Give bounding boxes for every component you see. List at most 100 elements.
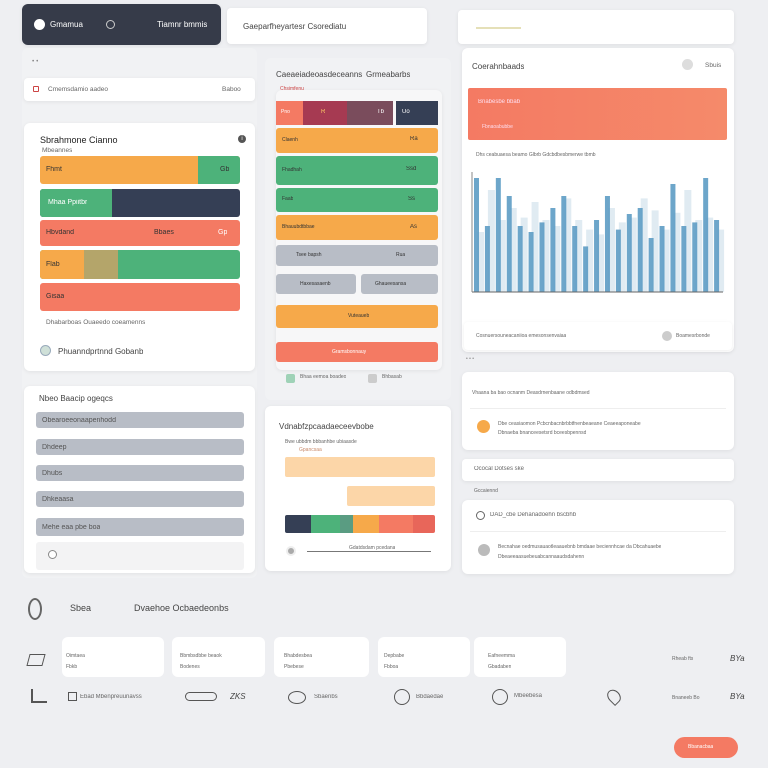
chart-bar bbox=[477, 232, 484, 292]
kpi-bar-2[interactable]: Fhadhah Ssd bbox=[276, 156, 438, 185]
form-textarea[interactable] bbox=[36, 542, 244, 570]
bottom-card-1[interactable]: Oimtaea Fbkb bbox=[62, 637, 164, 677]
stack-footnote: Dhabarboas Ouaeedo coeamenns bbox=[46, 319, 146, 326]
chart-bar bbox=[692, 222, 698, 292]
bottom-card-2[interactable]: Bbmbsdbbe beaok Bodenes bbox=[172, 637, 265, 677]
chart-footer-right[interactable]: Boamesrbonde bbox=[676, 333, 710, 339]
chart-bar bbox=[673, 212, 681, 292]
chart-bar bbox=[714, 220, 720, 292]
split-button-left-label: Haxesasaenb bbox=[300, 281, 331, 287]
chart-banner[interactable]: Bnabesbe bbab Fbnaoabubbe bbox=[468, 88, 727, 140]
top-cell-4[interactable]: Uo bbox=[396, 101, 438, 125]
bag-icon bbox=[492, 689, 508, 705]
toggle-icon[interactable] bbox=[682, 59, 693, 70]
bottom-card-4-title: Depbabe bbox=[384, 653, 405, 659]
form-field-4-value: Dhkeaasa bbox=[42, 496, 74, 503]
info-icon[interactable]: i bbox=[238, 135, 246, 143]
legend-label-2: Bhbasab bbox=[382, 374, 402, 380]
segment-1 bbox=[285, 515, 311, 533]
chart-bar bbox=[506, 196, 512, 292]
bottom-card-5[interactable]: Eafneemma Gbadaben bbox=[474, 637, 566, 677]
chart-bar bbox=[474, 178, 479, 292]
chat-icon bbox=[288, 691, 306, 704]
avatar[interactable] bbox=[477, 420, 490, 433]
bottom-row-2: Ebad Mbenpreuunavss ZKS Sbaenbs Bbdaedae… bbox=[22, 686, 745, 710]
top-cell-2[interactable]: R bbox=[303, 101, 347, 125]
radio-icon[interactable] bbox=[48, 550, 57, 559]
bottom-card-1-title: Oimtaea bbox=[66, 653, 85, 659]
kpi-subtitle: Chsimfenu bbox=[280, 86, 304, 92]
kpi-bar-4[interactable]: Bhauubdtbbae As bbox=[276, 215, 438, 240]
cube-icon bbox=[26, 654, 46, 666]
footer-link[interactable]: Phuanndprtnnd Gobanb bbox=[58, 347, 144, 356]
segment-4 bbox=[353, 515, 379, 533]
bottom-row2-item1[interactable]: Ebad Mbenpreuunavss bbox=[80, 694, 142, 700]
panel-icon bbox=[31, 689, 47, 703]
kpi-bar-3[interactable]: Faab Ss bbox=[276, 188, 438, 212]
stack-bar-2[interactable]: Mhaa Ppiitbr bbox=[40, 189, 240, 217]
top-cell-3[interactable]: Tb bbox=[347, 101, 393, 125]
bottom-row2-item3[interactable]: Sbaenbs bbox=[314, 694, 338, 700]
kpi-bar-5[interactable]: Tsee bapsh Rua bbox=[276, 245, 438, 266]
kpi-bar-1[interactable]: Claenh Ra bbox=[276, 128, 438, 153]
slider-track[interactable] bbox=[307, 551, 431, 552]
notes-list-divider bbox=[470, 531, 726, 532]
segment-bar[interactable] bbox=[285, 515, 435, 533]
stack-bar-3[interactable]: Hbvdand Bbaes Gp bbox=[40, 220, 240, 246]
chart-bar bbox=[681, 226, 687, 292]
bottom-card-4[interactable]: Depbabe Fbboa bbox=[378, 637, 470, 677]
notes-item3-line2: Dbeaeeaasuebeuabcannaaudsdahenn bbox=[498, 554, 585, 560]
chart-bar bbox=[553, 226, 561, 292]
stack-bar-2-label: Mhaa Ppiitbr bbox=[48, 199, 88, 206]
cta-button[interactable]: Bbanacbaa bbox=[674, 737, 738, 758]
settings-icon[interactable] bbox=[106, 20, 115, 29]
form-field-4[interactable]: Dhkeaasa bbox=[36, 491, 244, 507]
form-field-2[interactable]: Dhdeep bbox=[36, 439, 244, 455]
gantt-bar-1[interactable] bbox=[285, 457, 435, 477]
chart-panel-badge[interactable]: Sbuis bbox=[705, 62, 722, 69]
chart-bar bbox=[695, 220, 703, 292]
split-button-right-label: Ghaueesansa bbox=[375, 281, 407, 287]
notes-item3-line1: Becnahae oedmusauaotleaauebnb bmdaae bec… bbox=[498, 544, 662, 550]
location-pin-icon bbox=[604, 686, 624, 707]
gantt-bar-2[interactable] bbox=[347, 486, 435, 506]
chart-bar bbox=[637, 208, 643, 292]
bottom-card-3-title: Bhabdesbea bbox=[284, 653, 313, 659]
split-button-right[interactable]: Ghaueesansa bbox=[361, 274, 438, 294]
search-input[interactable]: Gaeparfheyartesr Csorediatu bbox=[227, 8, 427, 44]
bottom-row2-item5[interactable]: Mbeebesa bbox=[514, 693, 543, 699]
split-button-left[interactable]: Haxesasaenb bbox=[276, 274, 356, 294]
chart-bar bbox=[717, 229, 725, 292]
coral-button[interactable]: Gramsbonnauy bbox=[276, 342, 438, 362]
chart-banner-sub: Fbnaoabubbe bbox=[482, 124, 513, 130]
stack-bar-4[interactable]: Flab bbox=[40, 250, 240, 279]
timeline-panel: Vdnabfzpcaadaeceevbobe Bwe ubbdm bbbanhb… bbox=[265, 406, 451, 571]
stack-bar-1[interactable]: Fhmt Gb bbox=[40, 156, 240, 184]
stack-bar-4-label: Flab bbox=[46, 261, 60, 268]
chart-bar bbox=[604, 196, 610, 292]
notes-item2[interactable]: DAD_cbe Dehanadoehn bscbhb bbox=[490, 512, 577, 518]
top-cell-4-label: Uo bbox=[402, 109, 410, 115]
stack-bar-5[interactable]: Gisaa bbox=[40, 283, 240, 311]
bottom-row2-item4[interactable]: Bbdaedae bbox=[416, 694, 444, 700]
bottom-row2-item2[interactable]: ZKS bbox=[230, 692, 246, 701]
bookmark-icon[interactable] bbox=[476, 511, 485, 520]
form-field-2-value: Dhdeep bbox=[42, 444, 67, 451]
kpi-bar-4-label: Bhauubdtbbae bbox=[282, 224, 315, 230]
top-cell-1[interactable]: Pno bbox=[276, 101, 303, 125]
app-header: Gmamua Tiamnr bmmis bbox=[22, 4, 221, 45]
bottom-card-3[interactable]: Bhabdesbea Pbebese bbox=[274, 637, 369, 677]
orange-button[interactable]: Vuteaueb bbox=[276, 305, 438, 328]
kpi-bar-3-label: Faab bbox=[282, 196, 294, 202]
notes-section-header: Ococal Dotses ske bbox=[462, 459, 734, 481]
form-field-1[interactable]: Obearoeeonaapenhodd bbox=[36, 412, 244, 428]
chart-footer: Cosnuersouneacaniioa emesonsenvaiaa Boam… bbox=[464, 322, 732, 350]
filter-bar[interactable]: Cmemsdamio aadeo Baboo bbox=[24, 78, 255, 101]
form-field-5[interactable]: Mehe eaa pbe boa bbox=[36, 518, 244, 536]
slider-handle-icon[interactable] bbox=[286, 546, 296, 556]
form-field-3[interactable]: Dhubs bbox=[36, 465, 244, 481]
avatar-2[interactable] bbox=[478, 544, 490, 556]
chart-bar bbox=[706, 217, 714, 292]
chart-bar bbox=[528, 232, 534, 292]
app-menu[interactable]: Tiamnr bmmis bbox=[157, 20, 208, 29]
